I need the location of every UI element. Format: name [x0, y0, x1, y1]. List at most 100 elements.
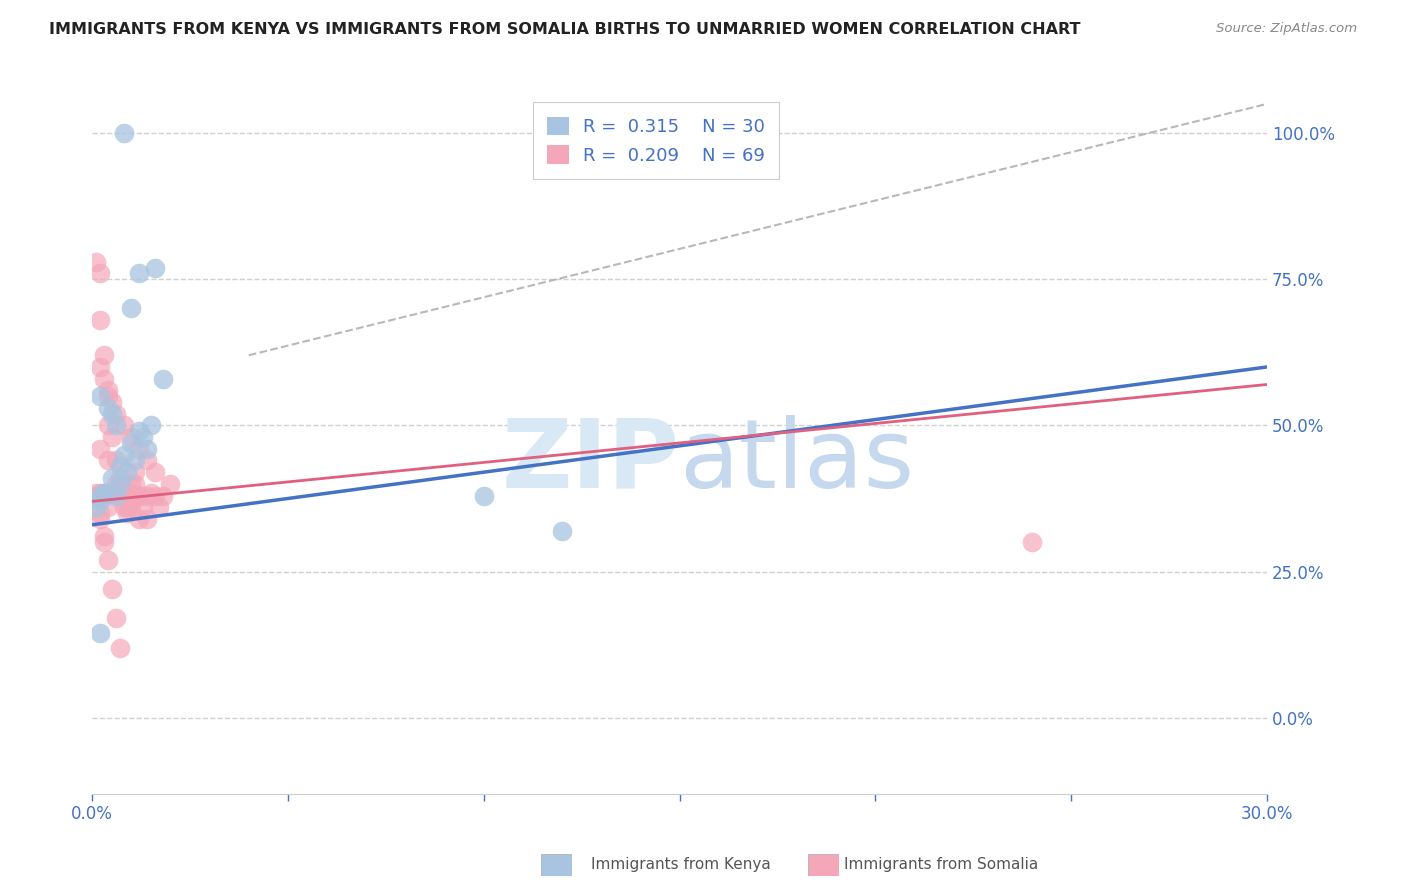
- Point: [120, 500, 142, 515]
- Point: [108, 459, 131, 474]
- Point: [108, 489, 131, 503]
- Point: [104, 453, 127, 467]
- Point: [472, 489, 495, 503]
- Point: [89, 485, 111, 500]
- Point: [120, 301, 142, 316]
- Point: [100, 471, 122, 485]
- Point: [112, 500, 135, 515]
- Point: [100, 485, 122, 500]
- Point: [100, 395, 122, 409]
- Point: [89, 359, 111, 374]
- Point: [136, 442, 159, 456]
- Point: [104, 418, 127, 433]
- Point: [124, 453, 146, 467]
- Point: [143, 489, 166, 503]
- Point: [89, 389, 111, 403]
- Point: [84, 500, 107, 515]
- Text: ZIP: ZIP: [502, 415, 679, 508]
- Point: [128, 442, 150, 456]
- Text: Immigrants from Somalia: Immigrants from Somalia: [844, 857, 1038, 872]
- Point: [104, 611, 127, 625]
- Text: Immigrants from Kenya: Immigrants from Kenya: [591, 857, 770, 872]
- Point: [84, 489, 107, 503]
- Point: [100, 582, 122, 596]
- Point: [89, 626, 111, 640]
- Point: [112, 418, 135, 433]
- Point: [93, 485, 115, 500]
- Text: atlas: atlas: [679, 415, 915, 508]
- Point: [136, 512, 159, 526]
- Point: [93, 535, 115, 549]
- Point: [93, 485, 115, 500]
- Point: [1021, 535, 1043, 549]
- Point: [84, 254, 107, 268]
- Point: [104, 407, 127, 421]
- Point: [124, 476, 146, 491]
- Point: [108, 476, 131, 491]
- Legend: R =  0.315    N = 30, R =  0.209    N = 69: R = 0.315 N = 30, R = 0.209 N = 69: [533, 103, 779, 179]
- Point: [117, 500, 139, 515]
- Point: [104, 485, 127, 500]
- Point: [120, 436, 142, 450]
- Point: [152, 489, 174, 503]
- Point: [100, 430, 122, 444]
- Point: [84, 485, 107, 500]
- Point: [117, 506, 139, 520]
- Point: [152, 371, 174, 385]
- Point: [89, 267, 111, 281]
- Point: [143, 260, 166, 275]
- Point: [93, 485, 115, 500]
- Point: [97, 500, 120, 515]
- Point: [136, 489, 159, 503]
- Point: [132, 430, 155, 444]
- Point: [128, 267, 150, 281]
- Point: [120, 476, 142, 491]
- Point: [128, 512, 150, 526]
- Point: [128, 424, 150, 438]
- Point: [136, 453, 159, 467]
- Point: [139, 485, 162, 500]
- Point: [124, 465, 146, 479]
- Point: [132, 500, 155, 515]
- Point: [108, 640, 131, 655]
- Point: [112, 448, 135, 462]
- Point: [89, 442, 111, 456]
- Point: [100, 407, 122, 421]
- Point: [120, 485, 142, 500]
- Point: [93, 529, 115, 543]
- Point: [108, 476, 131, 491]
- Text: IMMIGRANTS FROM KENYA VS IMMIGRANTS FROM SOMALIA BIRTHS TO UNMARRIED WOMEN CORRE: IMMIGRANTS FROM KENYA VS IMMIGRANTS FROM…: [49, 22, 1081, 37]
- Point: [120, 485, 142, 500]
- Point: [108, 471, 131, 485]
- Point: [89, 512, 111, 526]
- Point: [89, 489, 111, 503]
- Point: [89, 313, 111, 327]
- Point: [104, 483, 127, 497]
- Point: [97, 389, 120, 403]
- Point: [117, 465, 139, 479]
- Point: [97, 453, 120, 467]
- Point: [89, 506, 111, 520]
- Point: [89, 494, 111, 508]
- Point: [148, 500, 170, 515]
- Point: [93, 489, 115, 503]
- Point: [112, 489, 135, 503]
- Point: [120, 494, 142, 508]
- Point: [120, 430, 142, 444]
- Point: [117, 489, 139, 503]
- Point: [159, 476, 181, 491]
- Point: [93, 371, 115, 385]
- Point: [112, 483, 135, 497]
- Point: [112, 489, 135, 503]
- Point: [100, 485, 122, 500]
- Text: Source: ZipAtlas.com: Source: ZipAtlas.com: [1216, 22, 1357, 36]
- Point: [97, 384, 120, 398]
- Point: [112, 126, 135, 140]
- Point: [128, 489, 150, 503]
- Point: [139, 418, 162, 433]
- Point: [93, 348, 115, 362]
- Point: [97, 485, 120, 500]
- Point: [128, 489, 150, 503]
- Point: [112, 489, 135, 503]
- Point: [104, 489, 127, 503]
